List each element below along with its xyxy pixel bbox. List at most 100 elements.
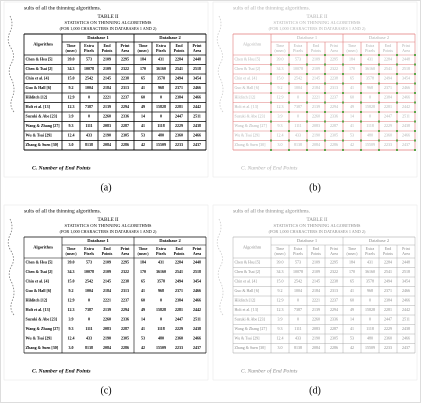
cell: 433 xyxy=(86,336,92,341)
grid-dot xyxy=(324,82,326,85)
cell: 2313 xyxy=(330,85,338,90)
column-header: Area xyxy=(402,251,410,256)
cell: 9.2 xyxy=(278,85,283,90)
cell: 2437 xyxy=(402,345,410,350)
grid-dot xyxy=(360,120,362,123)
cell: 3.9 xyxy=(278,317,283,322)
grid-dot xyxy=(360,73,362,75)
row-label: Guo & Hall [6] xyxy=(26,288,52,293)
cell: 2511 xyxy=(193,317,201,322)
grid-dot xyxy=(378,73,380,75)
cell: 60 xyxy=(350,298,354,303)
cell: 15828 xyxy=(156,104,166,109)
row-label: Hilditch [12] xyxy=(26,95,48,100)
cell: 2438 xyxy=(193,326,201,331)
cell: 10078 xyxy=(293,66,303,71)
cell: 2233 xyxy=(175,142,183,147)
cell: 0 xyxy=(297,317,299,322)
cell: 3454 xyxy=(193,76,201,81)
cell: 2371 xyxy=(384,85,392,90)
cell: 41 xyxy=(350,85,354,90)
grid-dot xyxy=(360,149,362,151)
cell: 53 xyxy=(141,133,145,138)
cell: 41 xyxy=(141,288,145,293)
cell: 433 xyxy=(295,336,301,341)
column-header: (msec) xyxy=(275,251,287,256)
grid-dot xyxy=(396,101,398,104)
panel: sults of all the thinning algorithms. TAB… xyxy=(212,1,418,178)
column-header: Time xyxy=(348,246,357,251)
grid-dot xyxy=(414,130,416,132)
cell: 2190 xyxy=(103,133,111,138)
cell: 431 xyxy=(158,57,164,62)
grid-dot xyxy=(396,54,398,56)
cell: 2305 xyxy=(330,133,338,138)
panel-caption: (b) xyxy=(309,182,321,193)
cell: 8138 xyxy=(85,345,93,350)
cell: 2260 xyxy=(312,317,320,322)
panel: sults of all the thinning algorithms. TAB… xyxy=(3,1,209,178)
column-header: End xyxy=(175,43,183,48)
cell: 2336 xyxy=(330,114,338,119)
cell: 42 xyxy=(350,345,354,350)
cell: 2336 xyxy=(121,317,129,322)
grid-dot xyxy=(342,101,344,104)
cell: 2336 xyxy=(121,114,129,119)
cell: 573 xyxy=(295,260,301,265)
cell: 14 xyxy=(350,317,354,322)
cell: 2084 xyxy=(103,345,111,350)
cell: 3578 xyxy=(366,76,374,81)
cell: 2237 xyxy=(330,95,338,100)
cell: 480 xyxy=(367,336,373,341)
cell: 15.0 xyxy=(68,76,75,81)
row-label: Chen & Hsu [5] xyxy=(235,260,261,265)
cell: 2305 xyxy=(121,133,129,138)
table-label: TABLE II xyxy=(306,14,327,20)
cell: 2109 xyxy=(312,57,320,62)
cell: 12.3 xyxy=(68,307,75,312)
cell: 12.4 xyxy=(277,336,284,341)
cell: 433 xyxy=(86,133,92,138)
cell: 15509 xyxy=(156,345,166,350)
cell: 2145 xyxy=(312,76,320,81)
grid-dot xyxy=(306,101,308,104)
cell: 34.3 xyxy=(277,269,284,274)
cell: 65 xyxy=(141,279,145,284)
row-label: Wu & Tsai [29] xyxy=(235,133,261,138)
grid-dot xyxy=(306,73,308,75)
cell: 2541 xyxy=(384,66,392,71)
cell: 2322 xyxy=(330,269,338,274)
cell: 3454 xyxy=(402,279,410,284)
cell: 2284 xyxy=(384,57,392,62)
cell: 184 xyxy=(140,260,146,265)
section-heading: C. Number of End Points xyxy=(32,165,91,171)
cell: 2233 xyxy=(175,345,183,350)
cell: 0 xyxy=(297,114,299,119)
grid-dot xyxy=(306,92,308,94)
cell: 10078 xyxy=(293,269,303,274)
grid-dot xyxy=(414,149,416,151)
cell: 2109 xyxy=(103,57,111,62)
cell: 2511 xyxy=(193,114,201,119)
cell: 2284 xyxy=(384,260,392,265)
cell: 42 xyxy=(141,142,145,147)
cell: 8138 xyxy=(294,345,302,350)
cell: 2360 xyxy=(175,336,183,341)
grid-dot xyxy=(306,54,308,56)
table-title: STATISTICS ON THINNING ALGORITHMS xyxy=(274,20,361,25)
first-header: Algorithm xyxy=(243,42,262,47)
cell: 1004 xyxy=(294,288,302,293)
column-header: End xyxy=(103,246,111,251)
cell: 49 xyxy=(141,104,145,109)
cell: 2109 xyxy=(312,269,320,274)
column-header: End xyxy=(313,246,319,251)
cell: 2233 xyxy=(384,345,392,350)
cell: 2184 xyxy=(312,288,320,293)
column-header: Points xyxy=(383,251,393,256)
cell: 39.0 xyxy=(277,260,284,265)
page-text: sults of all the thinning algorithms. xyxy=(233,207,311,214)
cell: 2145 xyxy=(103,279,111,284)
column-header: Points xyxy=(174,251,185,256)
row-label: Chen & Tsai [2] xyxy=(26,269,54,274)
cell: 431 xyxy=(367,260,373,265)
